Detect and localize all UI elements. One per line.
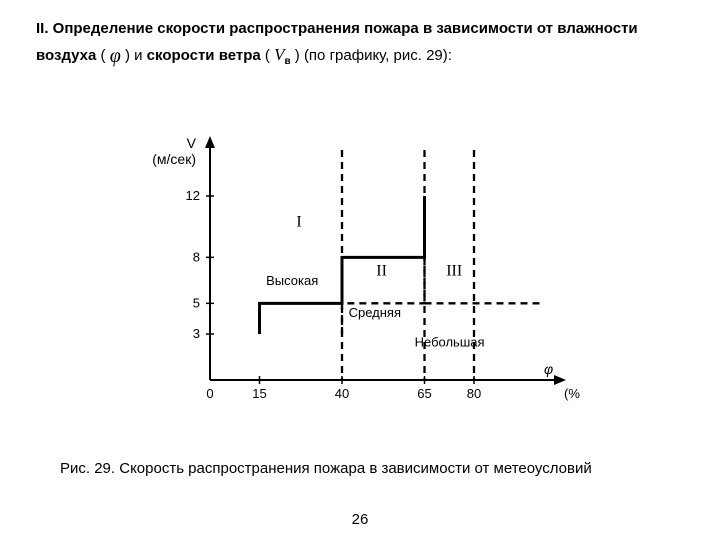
heading-prefix: II. Определение скорости распространения… (36, 20, 557, 37)
v-symbol-heading: V (274, 45, 284, 64)
svg-text:40: 40 (335, 386, 349, 401)
svg-text:III: III (446, 263, 462, 280)
chart-container: 35812015406580V(м/сек)φ(%)IIIIIIВысокаяС… (140, 130, 580, 430)
heading-suffix: ) (по графику, рис. 29): (291, 47, 452, 64)
svg-text:Высокая: Высокая (266, 273, 318, 288)
svg-text:5: 5 (193, 295, 200, 310)
phi-symbol-heading: φ (110, 45, 121, 67)
svg-text:12: 12 (186, 188, 200, 203)
page-number: 26 (0, 511, 720, 528)
heading-wind: скорости ветра (147, 47, 261, 64)
svg-text:Небольшая: Небольшая (415, 334, 485, 349)
svg-text:15: 15 (252, 386, 266, 401)
svg-text:(%): (%) (564, 386, 580, 401)
svg-text:I: I (296, 214, 301, 231)
heading-paren1: ( (96, 47, 109, 64)
v-subscript-heading: в (284, 56, 290, 67)
svg-text:Средняя: Средняя (349, 305, 401, 320)
figure-caption: Рис. 29. Скорость распространения пожара… (60, 460, 680, 477)
heading-mid: ) и (121, 47, 147, 64)
svg-text:65: 65 (417, 386, 431, 401)
step-chart: 35812015406580V(м/сек)φ(%)IIIIIIВысокаяС… (140, 130, 580, 430)
svg-text:80: 80 (467, 386, 481, 401)
svg-text:8: 8 (193, 249, 200, 264)
svg-text:(м/сек): (м/сек) (152, 151, 196, 167)
svg-text:3: 3 (193, 326, 200, 341)
svg-text:φ: φ (544, 361, 553, 377)
svg-text:II: II (376, 263, 387, 280)
svg-text:0: 0 (206, 386, 213, 401)
svg-text:V: V (187, 135, 197, 151)
section-heading: II. Определение скорости распространения… (36, 18, 684, 69)
heading-paren2: ( (261, 47, 274, 64)
